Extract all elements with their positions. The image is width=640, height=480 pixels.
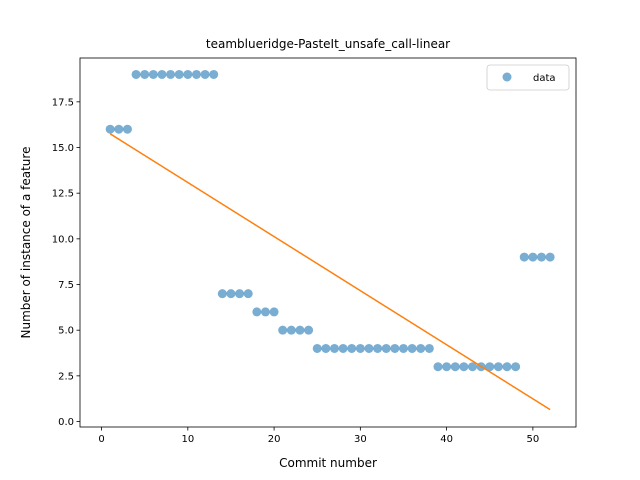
data-point — [485, 362, 495, 372]
trend-line — [109, 133, 551, 411]
x-tick-label: 50 — [527, 434, 540, 445]
data-point — [545, 252, 555, 262]
data-point — [122, 124, 132, 134]
data-point — [226, 289, 236, 299]
x-tick-label: 40 — [440, 434, 453, 445]
data-point — [347, 343, 357, 353]
x-tick-label: 0 — [98, 434, 104, 445]
data-point — [329, 343, 339, 353]
data-point — [312, 343, 322, 353]
chart-title: teamblueridge-PasteIt_unsafe_call-linear — [206, 37, 450, 51]
data-point — [459, 362, 469, 372]
data-point — [183, 69, 193, 79]
data-point — [398, 343, 408, 353]
data-point — [243, 289, 253, 299]
legend-label: data — [533, 73, 556, 84]
data-point — [442, 362, 452, 372]
data-point — [528, 252, 538, 262]
y-tick-label: 17.5 — [52, 97, 74, 108]
data-point — [450, 362, 460, 372]
data-point — [148, 69, 158, 79]
data-point — [373, 343, 383, 353]
data-point — [209, 69, 219, 79]
data-point — [381, 343, 391, 353]
legend-marker — [502, 72, 512, 82]
data-point — [166, 69, 176, 79]
data-point — [295, 325, 305, 335]
data-point — [502, 362, 512, 372]
data-point — [278, 325, 288, 335]
data-point — [536, 252, 546, 262]
data-point — [252, 307, 262, 317]
legend: data — [486, 64, 570, 91]
data-point — [511, 362, 521, 372]
x-tick-label: 10 — [181, 434, 194, 445]
data-point — [157, 69, 167, 79]
y-tick-label: 5.0 — [58, 326, 74, 337]
data-point — [131, 69, 141, 79]
data-point — [364, 343, 374, 353]
data-point — [407, 343, 417, 353]
data-point — [191, 69, 201, 79]
data-point — [338, 343, 348, 353]
data-point — [424, 343, 434, 353]
x-tick-label: 20 — [268, 434, 281, 445]
data-point — [114, 124, 124, 134]
x-tick-label: 30 — [354, 434, 367, 445]
y-tick-label: 12.5 — [52, 189, 74, 200]
legend-box — [486, 64, 570, 91]
data-point — [217, 289, 227, 299]
axes-ticks: 0 10 20 30 40 50 0.0 2.5 5.0 7.5 10.0 12.5 15.0 17.5 — [52, 97, 540, 445]
data-point — [355, 343, 365, 353]
y-axis-title: Number of instance of a feature — [19, 147, 33, 339]
data-point — [260, 307, 270, 317]
data-point — [269, 307, 279, 317]
data-point — [105, 124, 115, 134]
data-point — [390, 343, 400, 353]
data-point — [467, 362, 477, 372]
data-point — [416, 343, 426, 353]
data-point — [140, 69, 150, 79]
data-point — [304, 325, 314, 335]
data-point — [235, 289, 245, 299]
y-tick-label: 10.0 — [52, 234, 74, 245]
data-point — [433, 362, 443, 372]
data-point — [493, 362, 503, 372]
y-tick-label: 7.5 — [58, 280, 74, 291]
data-point — [286, 325, 296, 335]
x-axis-title: Commit number — [279, 456, 377, 470]
data-point — [321, 343, 331, 353]
axes-frame — [79, 57, 577, 428]
y-tick-label: 0.0 — [58, 417, 74, 428]
plot-area — [105, 69, 555, 411]
data-point — [200, 69, 210, 79]
data-point — [174, 69, 184, 79]
y-tick-label: 2.5 — [58, 371, 74, 382]
data-point — [519, 252, 529, 262]
y-tick-label: 15.0 — [52, 143, 74, 154]
